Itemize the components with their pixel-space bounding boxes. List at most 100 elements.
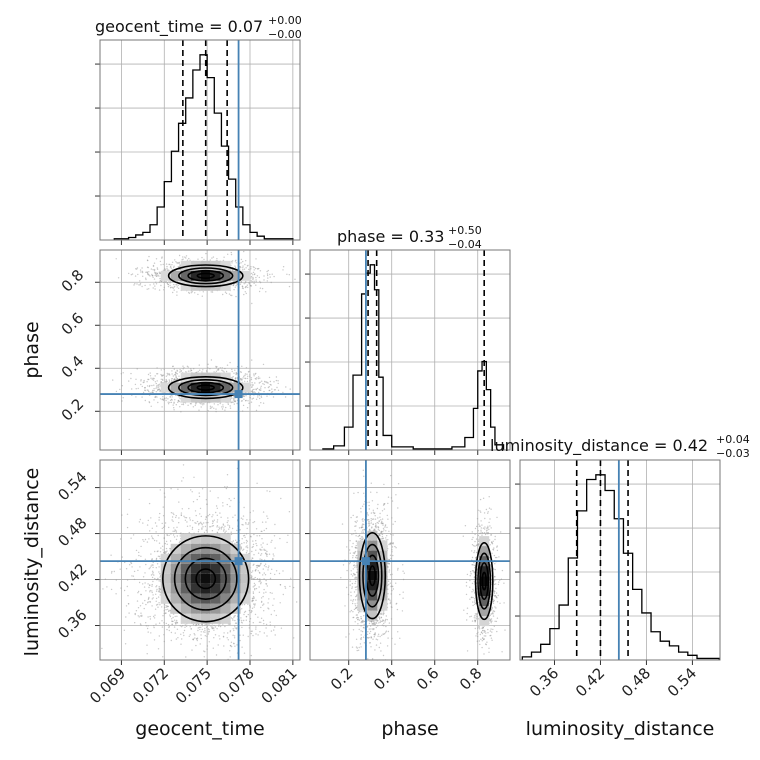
scatter-point [234, 625, 236, 627]
scatter-point [164, 542, 166, 545]
scatter-point [164, 496, 166, 498]
scatter-point [141, 385, 143, 388]
scatter-point [185, 667, 186, 668]
scatter-point [225, 487, 228, 490]
scatter-point [180, 514, 183, 517]
scatter-point [177, 401, 179, 403]
scatter-point [266, 274, 269, 277]
scatter-point [173, 409, 175, 411]
scatter-point [141, 396, 143, 398]
scatter-point [261, 538, 263, 540]
scatter-point [246, 377, 249, 380]
scatter-point [170, 401, 173, 404]
scatter-point [191, 526, 194, 529]
scatter-point [252, 622, 254, 624]
scatter-point [151, 527, 153, 529]
scatter-point [244, 286, 247, 289]
scatter-point [288, 274, 290, 276]
scatter-point [249, 380, 251, 382]
scatter-point [229, 361, 231, 364]
scatter-point [175, 376, 177, 379]
scatter-point [130, 562, 133, 565]
scatter-point [154, 577, 156, 580]
scatter-point [260, 661, 261, 662]
scatter-point [256, 544, 258, 547]
scatter-point [258, 394, 260, 397]
scatter-point [234, 514, 236, 516]
scatter-point [180, 532, 182, 534]
density-cell [230, 382, 241, 393]
scatter-point [254, 382, 256, 384]
scatter-point [161, 527, 163, 530]
scatter-point [258, 388, 261, 391]
scatter-point [155, 283, 158, 285]
scatter-point [262, 568, 264, 570]
scatter-point [148, 596, 150, 599]
scatter-point [258, 535, 261, 537]
scatter-point [157, 550, 159, 552]
scatter-point [153, 626, 155, 629]
scatter-point [287, 534, 289, 536]
scatter-point [236, 402, 238, 405]
scatter-point [146, 381, 148, 383]
scatter-point [169, 399, 172, 402]
scatter-point [171, 380, 173, 382]
scatter-point [204, 525, 207, 528]
scatter-point [153, 388, 155, 390]
scatter-point [195, 644, 197, 647]
scatter-point [262, 511, 265, 513]
scatter-point [126, 526, 129, 529]
scatter-point [174, 399, 176, 401]
scatter-point [154, 288, 156, 290]
scatter-point [217, 369, 220, 371]
scatter-point [229, 645, 232, 647]
scatter-point [210, 291, 212, 293]
scatter-point [253, 280, 255, 282]
scatter-point [139, 566, 141, 568]
density-cell [220, 280, 231, 291]
scatter-point [147, 519, 149, 522]
scatter-point [282, 391, 284, 394]
scatter-point [175, 623, 177, 625]
scatter-point [140, 383, 142, 386]
scatter-point [258, 405, 260, 407]
scatter-point [228, 498, 230, 500]
scatter-point [232, 376, 234, 378]
scatter-point [250, 611, 252, 614]
scatter-point [172, 404, 174, 406]
scatter-point [257, 396, 259, 398]
scatter-point [203, 656, 205, 658]
scatter-point [155, 558, 158, 560]
scatter-point [156, 267, 158, 269]
scatter-point [182, 632, 185, 634]
scatter-point [252, 543, 255, 546]
scatter-point [160, 547, 162, 549]
scatter-point [159, 512, 161, 515]
scatter-point [212, 525, 215, 527]
scatter-point [265, 527, 268, 530]
scatter-point [218, 526, 220, 528]
scatter-point [230, 401, 232, 404]
scatter-point [171, 286, 173, 289]
scatter-point [191, 649, 193, 651]
scatter-point [257, 377, 260, 380]
scatter-point [169, 284, 171, 287]
scatter-point [220, 528, 223, 530]
scatter-point [286, 541, 288, 544]
scatter-point [163, 552, 165, 554]
scatter-point [211, 525, 213, 527]
scatter-point [261, 380, 263, 382]
scatter-point [250, 386, 253, 388]
scatter-point [135, 396, 137, 398]
scatter-point [195, 403, 197, 405]
scatter-point [245, 522, 247, 524]
scatter-point [157, 648, 160, 650]
scatter-point [150, 377, 152, 379]
scatter-point [271, 388, 273, 390]
scatter-point [121, 556, 123, 558]
scatter-point [232, 399, 235, 401]
scatter-point [178, 501, 180, 503]
scatter-point [169, 547, 171, 550]
scatter-point [176, 621, 178, 624]
scatter-point [257, 552, 260, 554]
